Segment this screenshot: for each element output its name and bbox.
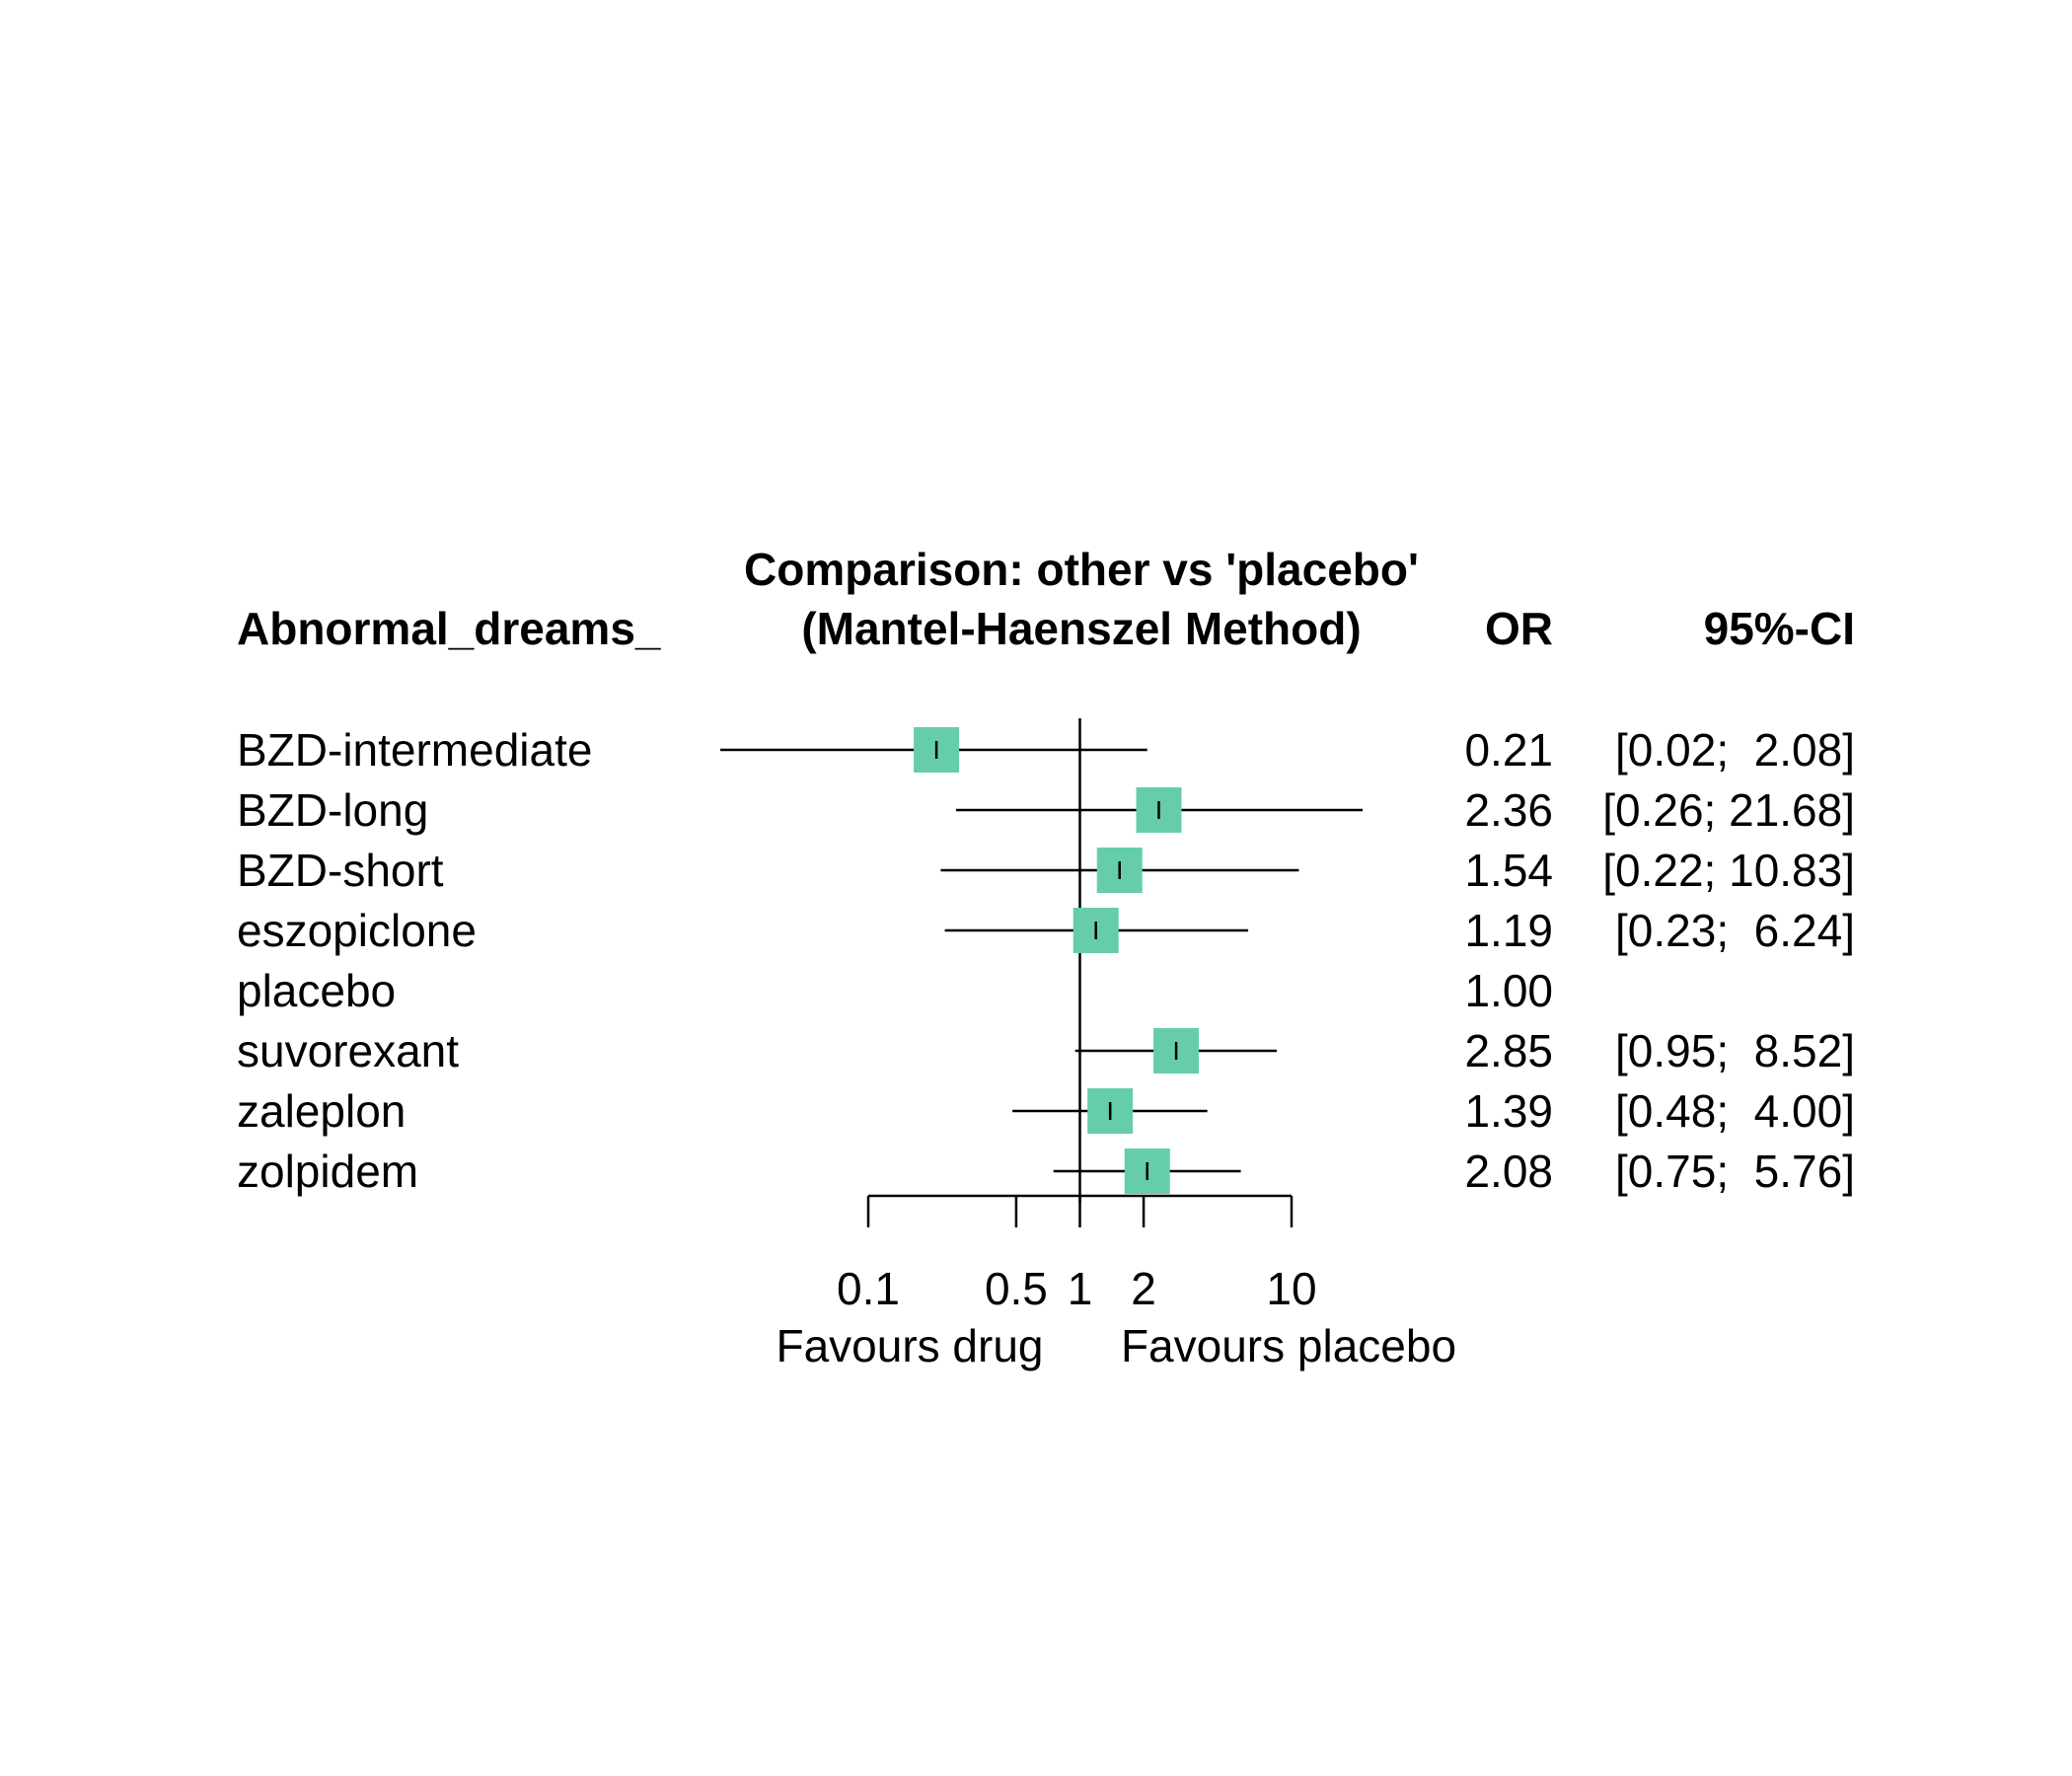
- chart-title: Comparison: other vs 'placebo': [744, 544, 1419, 595]
- or-column-header: OR: [1485, 603, 1553, 654]
- or-value: 0.21: [1464, 724, 1553, 776]
- ci-column-header: 95%-CI: [1704, 603, 1855, 654]
- row-label: BZD-long: [237, 784, 428, 836]
- ci-value: [0.75; 5.76]: [1615, 1146, 1855, 1197]
- forest-rows: BZD-intermediate 0.21 [0.02; 2.08] BZD-long…: [237, 718, 1855, 1203]
- row-label: suvorexant: [237, 1025, 459, 1076]
- or-value: 2.08: [1464, 1146, 1553, 1197]
- outcome-label: Abnormal_dreams_: [237, 603, 661, 654]
- tick-label: 0.1: [837, 1263, 900, 1314]
- ci-value: [0.26; 21.68]: [1602, 784, 1855, 836]
- tick-label: 2: [1131, 1263, 1156, 1314]
- favours-placebo-label: Favours placebo: [1121, 1320, 1456, 1371]
- forest-row: eszopiclone 1.19 [0.23; 6.24]: [237, 905, 1855, 956]
- or-value: 1.19: [1464, 905, 1553, 956]
- ci-value: [0.95; 8.52]: [1615, 1025, 1855, 1076]
- row-label: BZD-short: [237, 845, 444, 896]
- forest-row: BZD-long 2.36 [0.26; 21.68]: [237, 784, 1855, 836]
- forest-row: zolpidem 2.08 [0.75; 5.76]: [237, 1146, 1855, 1197]
- tick-label: 10: [1266, 1263, 1316, 1314]
- or-value: 2.85: [1464, 1025, 1553, 1076]
- forest-row: BZD-short 1.54 [0.22; 10.83]: [237, 845, 1855, 896]
- row-label: BZD-intermediate: [237, 724, 592, 776]
- tick-label: 0.5: [985, 1263, 1048, 1314]
- or-value: 1.00: [1464, 965, 1553, 1016]
- ci-value: [0.02; 2.08]: [1615, 724, 1855, 776]
- chart-subtitle: (Mantel-Haenszel Method): [801, 603, 1361, 654]
- forest-row: suvorexant 2.85 [0.95; 8.52]: [237, 1025, 1855, 1076]
- row-label: zolpidem: [237, 1146, 418, 1197]
- or-value: 1.39: [1464, 1085, 1553, 1137]
- ci-value: [0.48; 4.00]: [1615, 1085, 1855, 1137]
- or-value: 1.54: [1464, 845, 1553, 896]
- ci-value: [0.23; 6.24]: [1615, 905, 1855, 956]
- row-label: eszopiclone: [237, 905, 477, 956]
- row-label: placebo: [237, 965, 396, 1016]
- row-label: zaleplon: [237, 1085, 406, 1137]
- forest-row: BZD-intermediate 0.21 [0.02; 2.08]: [237, 724, 1855, 776]
- forest-row: placebo 1.00: [237, 965, 1553, 1016]
- tick-label: 1: [1068, 1263, 1093, 1314]
- favours-drug-label: Favours drug: [776, 1320, 1043, 1371]
- forest-row: zaleplon 1.39 [0.48; 4.00]: [237, 1085, 1855, 1137]
- ci-value: [0.22; 10.83]: [1602, 845, 1855, 896]
- or-value: 2.36: [1464, 784, 1553, 836]
- x-axis: 0.1 0.5 1 2 10: [837, 1194, 1317, 1314]
